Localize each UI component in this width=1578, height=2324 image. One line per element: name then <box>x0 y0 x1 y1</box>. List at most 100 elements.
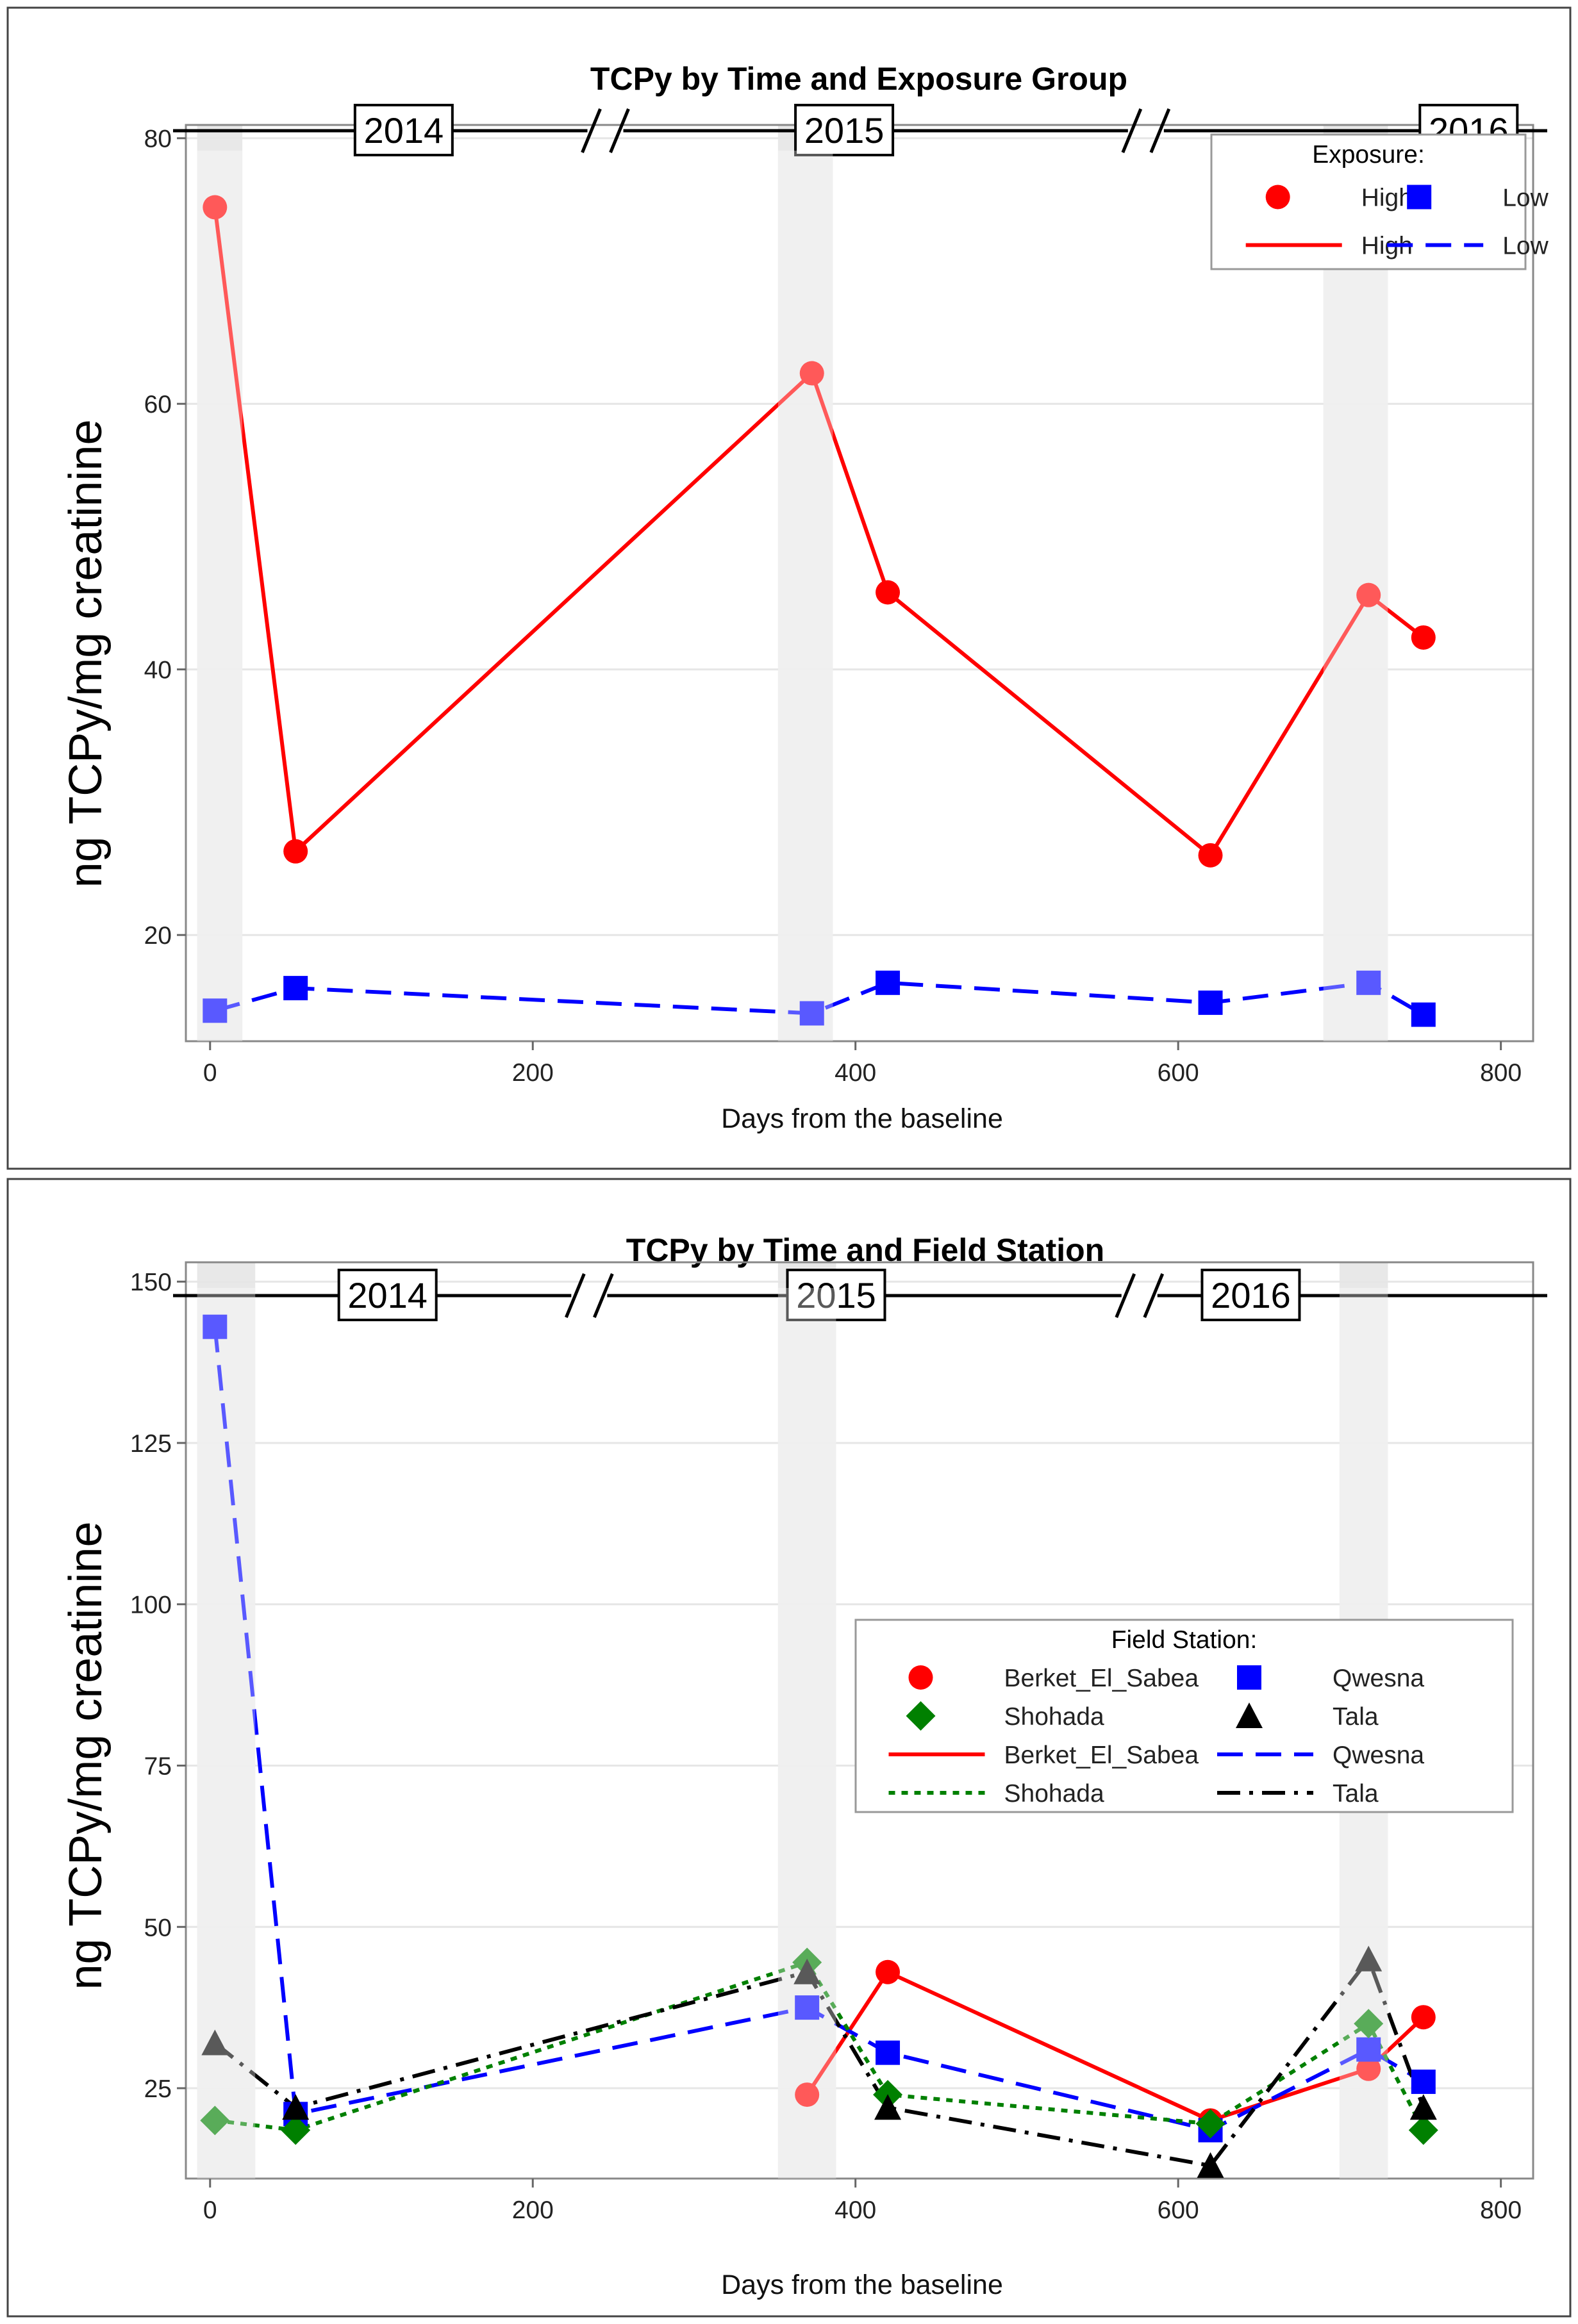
break-slash <box>1115 1273 1136 1318</box>
x-axis-ticks: 0 200 400 600 800 <box>203 1041 1522 1087</box>
shaded-band-overlay <box>777 1288 836 2179</box>
x-axis-label: Days from the baseline <box>721 1103 1003 1134</box>
shaded-bands <box>197 125 1388 1041</box>
break-slash <box>581 108 602 153</box>
series-markers <box>197 151 1436 1041</box>
year-label: 2015 <box>804 110 885 151</box>
data-point-low <box>1198 990 1223 1015</box>
shaded-band-overlay <box>777 151 833 1041</box>
data-point-berket_el_sabea <box>1411 2005 1436 2030</box>
shaded-band <box>777 1262 836 2179</box>
x-tick-label: 200 <box>512 1059 554 1087</box>
data-point-low <box>1411 1002 1436 1027</box>
x-tick-label: 600 <box>1158 2196 1199 2224</box>
data-point-berket_el_sabea <box>1356 2056 1381 2081</box>
year-label: 2014 <box>347 1275 428 1315</box>
x-axis-label: Days from the baseline <box>721 2270 1003 2300</box>
year-label-box <box>1200 1269 1301 1321</box>
data-point-low <box>1356 970 1381 995</box>
data-point-tala <box>282 2094 310 2120</box>
break-slash <box>565 1273 586 1318</box>
legend-label: Berket_El_Sabea <box>1004 1665 1199 1692</box>
break-gap <box>571 1292 608 1299</box>
y-tick-label: 150 <box>130 1269 172 1296</box>
data-point-low <box>799 1001 824 1026</box>
y-tick-label: 50 <box>144 1914 172 1941</box>
y-tick-label: 40 <box>144 657 172 684</box>
data-point-tala <box>793 1958 821 1984</box>
data-point-berket_el_sabea <box>795 2082 820 2107</box>
y-tick-label: 125 <box>130 1430 172 1458</box>
x-tick-label: 0 <box>203 2196 217 2224</box>
x-tick-label: 400 <box>835 2196 876 2224</box>
shaded-band-overlay <box>197 151 243 1041</box>
legend-label: Berket_El_Sabea <box>1004 1742 1199 1769</box>
y-tick-label: 75 <box>144 1752 172 1780</box>
data-point-shohada <box>281 2115 311 2145</box>
data-point-shohada <box>200 2106 230 2136</box>
plot-frame <box>185 1261 1534 2180</box>
data-point-berket_el_sabea <box>876 1959 901 1984</box>
legend-label: High <box>1361 185 1413 212</box>
data-point-shohada <box>1195 2109 1225 2139</box>
data-point-high <box>1198 843 1223 868</box>
y-axis-ticks: 25 50 75 100 125 150 <box>130 1269 186 2103</box>
data-point-qwesna <box>795 1995 820 2020</box>
legend-marker-tala <box>1236 1702 1263 1728</box>
shaded-band <box>777 125 833 1041</box>
legend-title: Exposure: <box>1312 141 1425 169</box>
panel-field-station: TCPy by Time and Field Station 255075100… <box>6 1178 1572 2318</box>
y-tick-label: 80 <box>144 126 172 153</box>
legend-marker-qwesna <box>1237 1665 1261 1690</box>
y-tick-label: 20 <box>144 922 172 950</box>
y-axis-ticks: 20 40 60 80 <box>144 126 186 950</box>
shaded-band-overlay <box>1323 151 1388 1041</box>
x-tick-label: 400 <box>835 1059 876 1087</box>
break-gap <box>1121 1292 1158 1299</box>
data-point-qwesna <box>1356 2037 1381 2062</box>
data-point-low <box>876 970 901 995</box>
legend-label: Qwesna <box>1333 1665 1424 1692</box>
data-point-low <box>283 976 308 1001</box>
legend-label: Shohada <box>1004 1780 1104 1808</box>
year-label-box <box>794 104 895 156</box>
panel-exposure-group: TCPy by Time and Exposure Group 20 40 60 80… <box>6 6 1572 1170</box>
data-point-qwesna <box>1411 2069 1436 2094</box>
y-axis-label: ng TCPy/mg creatinine <box>60 419 112 887</box>
break-gap <box>1127 127 1164 135</box>
data-point-tala <box>201 2029 229 2056</box>
data-point-tala <box>874 2094 902 2120</box>
data-point-tala <box>1355 1945 1383 1972</box>
legend-label: Low <box>1502 185 1549 212</box>
data-point-shohada <box>1408 2115 1438 2145</box>
x-tick-label: 800 <box>1480 2196 1522 2224</box>
data-point-high <box>1356 582 1381 607</box>
break-slash <box>1149 108 1171 153</box>
year-label-box <box>353 104 454 156</box>
legend-box <box>854 1619 1514 1813</box>
shaded-band <box>197 1262 256 2179</box>
year-label: 2016 <box>1211 1275 1291 1315</box>
x-tick-label: 600 <box>1158 1059 1199 1087</box>
year-label: 2015 <box>796 1275 876 1315</box>
legend: Field Station: Berket_El_Sabea Qwesna Shoha… <box>854 1619 1514 1813</box>
break-slash <box>1143 1273 1165 1318</box>
shaded-band <box>1323 125 1388 1041</box>
data-point-high <box>203 195 228 220</box>
legend-marker-low <box>1407 185 1432 210</box>
x-axis-ticks: 0 200 400 600 800 <box>203 2179 1522 2224</box>
x-tick-label: 200 <box>512 2196 554 2224</box>
x-tick-label: 0 <box>203 1059 217 1087</box>
shaded-band-overlay <box>197 1288 256 2179</box>
legend-label: Tala <box>1333 1703 1379 1731</box>
break-slash <box>1121 108 1143 153</box>
x-tick-label: 800 <box>1480 1059 1522 1087</box>
legend-marker-berket_el_sabea <box>908 1665 933 1690</box>
data-point-tala <box>1197 2152 1224 2178</box>
year-label-box <box>786 1269 886 1321</box>
break-slash <box>593 1273 614 1318</box>
data-point-tala <box>1409 2094 1437 2120</box>
data-point-high <box>1411 625 1436 650</box>
